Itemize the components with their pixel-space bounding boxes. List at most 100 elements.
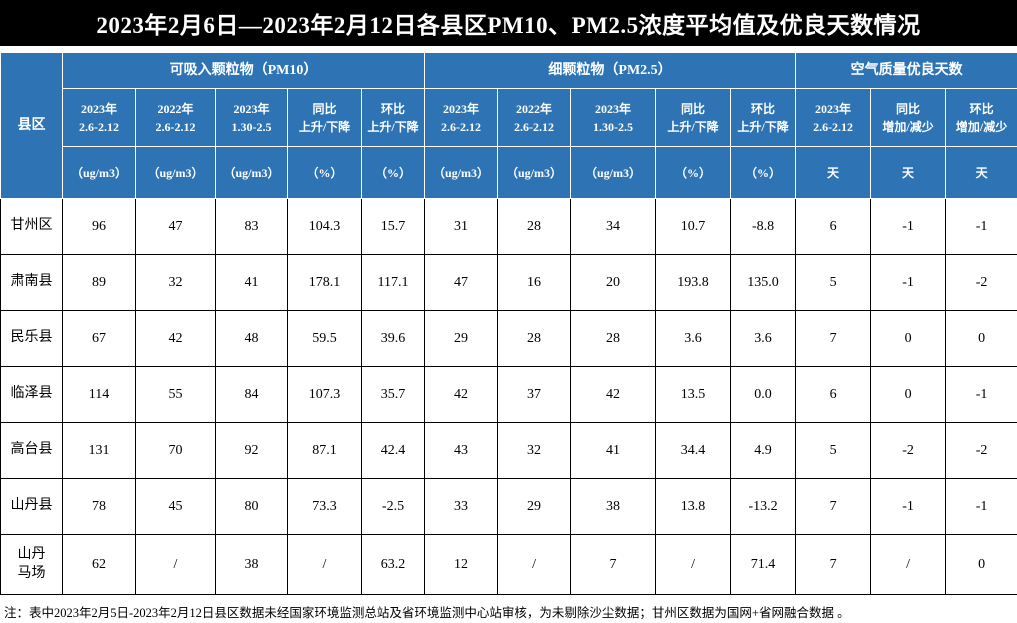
data-cell: 33	[424, 478, 499, 535]
column-period-header-2: 2022年 2.6-2.12	[135, 88, 216, 147]
data-cell: 5	[795, 254, 872, 311]
row-header-county: 甘州区	[0, 198, 63, 255]
table-row: 甘州区 96 47 83 104.3 15.7 31 28 34 10.7 -8.8 6 -1 -1	[0, 198, 1017, 255]
data-cell: 96	[62, 198, 136, 255]
data-cell: 7	[795, 478, 872, 535]
data-cell: 10.7	[655, 198, 732, 255]
data-cell: 78	[62, 478, 136, 535]
pm-air-quality-table: 县区 可吸入颗粒物（PM10） 细颗粒物（PM2.5） 空气质量优良天数 2023年 2…	[0, 52, 1017, 595]
data-cell: 47	[135, 198, 216, 255]
data-cell: 7	[795, 534, 872, 595]
data-cell: 31	[424, 198, 499, 255]
data-cell: 63.2	[360, 534, 426, 595]
table-row: 临泽县 114 55 84 107.3 35.7 42 37 42 13.5 0.0 6 0 -1	[0, 366, 1017, 423]
data-cell: -1	[945, 198, 1017, 255]
data-cell: 71.4	[730, 534, 797, 595]
data-cell: 29	[424, 310, 499, 367]
row-header-county: 山丹 马场	[0, 534, 63, 595]
column-group-2: 细颗粒物（PM2.5）	[424, 52, 797, 89]
data-cell: -1	[870, 198, 947, 255]
data-cell: 34.4	[655, 422, 732, 479]
data-cell: 32	[135, 254, 216, 311]
data-cell: -2	[945, 422, 1017, 479]
data-cell: 15.7	[360, 198, 426, 255]
data-cell: 87.1	[287, 422, 362, 479]
column-period-header-12: 同比 增加/减少	[870, 88, 947, 147]
data-cell: 34	[570, 198, 657, 255]
column-period-header-9: 同比 上升/下降	[655, 88, 732, 147]
row-header-county: 高台县	[0, 422, 63, 479]
data-cell: -1	[945, 478, 1017, 535]
data-cell: 32	[497, 422, 572, 479]
data-cell: 84	[215, 366, 288, 423]
data-cell: 117.1	[360, 254, 426, 311]
data-cell: 73.3	[287, 478, 362, 535]
data-cell: 16	[497, 254, 572, 311]
data-cell: 43	[424, 422, 499, 479]
data-cell: 135.0	[730, 254, 797, 311]
data-cell: 107.3	[287, 366, 362, 423]
data-cell: 35.7	[360, 366, 426, 423]
data-cell: 38	[215, 534, 288, 595]
column-unit-header-13: 天	[945, 146, 1017, 199]
data-cell: 59.5	[287, 310, 362, 367]
data-cell: -2	[870, 422, 947, 479]
data-cell: 80	[215, 478, 288, 535]
column-period-header-10: 环比 上升/下降	[730, 88, 797, 147]
column-unit-header-11: 天	[795, 146, 872, 199]
data-cell: 41	[215, 254, 288, 311]
column-group-3: 空气质量优良天数	[795, 52, 1017, 89]
column-group-1: 可吸入颗粒物（PM10）	[61, 52, 426, 89]
data-cell: 0.0	[730, 366, 797, 423]
data-cell: /	[287, 534, 362, 595]
data-cell: 67	[62, 310, 136, 367]
data-cell: 42.4	[360, 422, 426, 479]
header-unit-row: （ug/m3） （ug/m3） （ug/m3） （%） （%） （ug/m3） （ug/m3…	[1, 146, 1017, 199]
data-cell: -13.2	[730, 478, 797, 535]
data-cell: 6	[795, 198, 872, 255]
data-cell: 55	[135, 366, 216, 423]
data-cell: /	[135, 534, 216, 595]
data-cell: -8.8	[730, 198, 797, 255]
data-cell: 5	[795, 422, 872, 479]
data-cell: -1	[870, 254, 947, 311]
data-cell: 3.6	[730, 310, 797, 367]
column-unit-header-4: （%）	[287, 146, 362, 199]
data-cell: 45	[135, 478, 216, 535]
data-cell: 48	[215, 310, 288, 367]
table-row: 肃南县 89 32 41 178.1 117.1 47 16 20 193.8 135.0 5 -1 -2	[0, 254, 1017, 311]
data-cell: 0	[945, 534, 1017, 595]
data-cell: 42	[424, 366, 499, 423]
data-cell: 39.6	[360, 310, 426, 367]
data-cell: 47	[424, 254, 499, 311]
data-cell: 3.6	[655, 310, 732, 367]
row-header-county: 肃南县	[0, 254, 63, 311]
data-cell: 41	[570, 422, 657, 479]
data-cell: -1	[870, 478, 947, 535]
page-title: 2023年2月6日—2023年2月12日各县区PM10、PM2.5浓度平均值及优…	[0, 0, 1017, 46]
data-cell: 131	[62, 422, 136, 479]
data-cell: 28	[570, 310, 657, 367]
data-cell: 0	[945, 310, 1017, 367]
data-cell: 193.8	[655, 254, 732, 311]
data-cell: 7	[795, 310, 872, 367]
data-cell: 37	[497, 366, 572, 423]
column-period-header-5: 环比 上升/下降	[360, 88, 426, 147]
column-period-header-13: 环比 增加/减少	[945, 88, 1017, 147]
table-row: 山丹 马场 62/38/63.2 12/7/71.4 7/0	[0, 534, 1017, 595]
data-cell: 7	[570, 534, 657, 595]
row-header-county: 民乐县	[0, 310, 63, 367]
table-row: 山丹县 78 45 80 73.3 -2.5 33 29 38 13.8 -13.2 7 -1 -1	[0, 478, 1017, 535]
column-unit-header-1: （ug/m3）	[62, 146, 136, 199]
column-unit-header-5: （%）	[360, 146, 426, 199]
column-period-header-11: 2023年 2.6-2.12	[795, 88, 872, 147]
column-unit-header-7: （ug/m3）	[497, 146, 572, 199]
row-header-county: 山丹县	[0, 478, 63, 535]
column-period-header-8: 2023年 1.30-2.5	[570, 88, 657, 147]
data-cell: 114	[62, 366, 136, 423]
column-period-header-3: 2023年 1.30-2.5	[215, 88, 288, 147]
data-cell: 62	[62, 534, 136, 595]
table-row: 民乐县 67 42 48 59.5 39.6 29 28 28 3.6 3.6 7 0 0	[0, 310, 1017, 367]
data-cell: 70	[135, 422, 216, 479]
